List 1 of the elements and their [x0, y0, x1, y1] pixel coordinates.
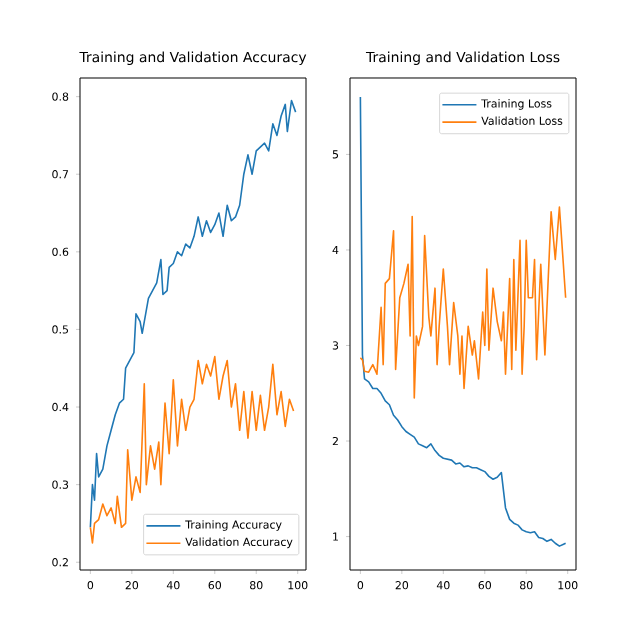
line-series: [359, 206, 567, 399]
